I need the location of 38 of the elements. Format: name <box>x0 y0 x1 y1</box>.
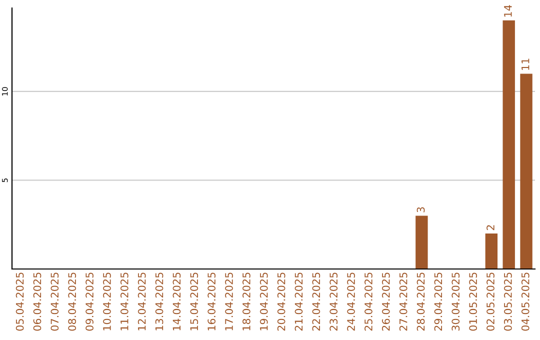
x-tick-label: 10.04.2025 <box>103 272 111 330</box>
x-tick-label: 20.04.2025 <box>277 272 286 331</box>
bar <box>416 216 428 269</box>
x-tick-label: 06.04.2025 <box>33 272 42 331</box>
x-tick-label: 08.04.2025 <box>68 272 76 331</box>
x-tick-label: 15.04.2025 <box>190 272 198 330</box>
x-tick-label: 16.04.2025 <box>208 272 216 330</box>
data-label: 14 <box>504 5 512 17</box>
bar <box>502 20 515 269</box>
x-tick-label: 28.04.2025 <box>416 272 425 331</box>
x-tick-label: 05.04.2025 <box>16 272 24 331</box>
x-tick-label: 11.04.2025 <box>120 272 128 330</box>
x-tick-label: 03.05.2025 <box>504 272 512 331</box>
x-tick-label: 09.04.2025 <box>86 272 94 331</box>
x-tick-label: 12.04.2025 <box>138 272 146 330</box>
x-tick-label: 30.04.2025 <box>452 272 460 331</box>
x-tick-label: 17.04.2025 <box>225 272 233 330</box>
x-tick-label: 21.04.2025 <box>294 272 303 331</box>
data-label: 2 <box>486 225 494 230</box>
x-tick-label: 14.04.2025 <box>172 272 181 330</box>
x-tick-label: 13.04.2025 <box>155 272 164 330</box>
x-tick-label: 29.04.2025 <box>434 272 442 331</box>
bar <box>520 74 532 269</box>
x-tick-label: 18.04.2025 <box>242 272 250 330</box>
x-tick-label: 19.04.2025 <box>260 272 268 330</box>
x-tick-label: 22.04.2025 <box>312 272 320 331</box>
x-tick-label: 26.04.2025 <box>382 272 390 331</box>
data-label: 3 <box>416 207 425 212</box>
x-tick-label: 04.05.2025 <box>521 272 530 331</box>
data-label: 11 <box>522 58 530 70</box>
x-tick-label: 07.04.2025 <box>50 272 59 331</box>
bar <box>485 233 498 269</box>
x-tick-label: 02.05.2025 <box>486 272 494 331</box>
x-tick-label: 24.04.2025 <box>347 272 355 331</box>
x-tick-label: 25.04.2025 <box>364 272 372 331</box>
x-tick-label: 23.04.2025 <box>330 272 338 331</box>
x-tick-label: 27.04.2025 <box>399 272 408 331</box>
x-tick-label: 01.05.2025 <box>469 272 478 331</box>
